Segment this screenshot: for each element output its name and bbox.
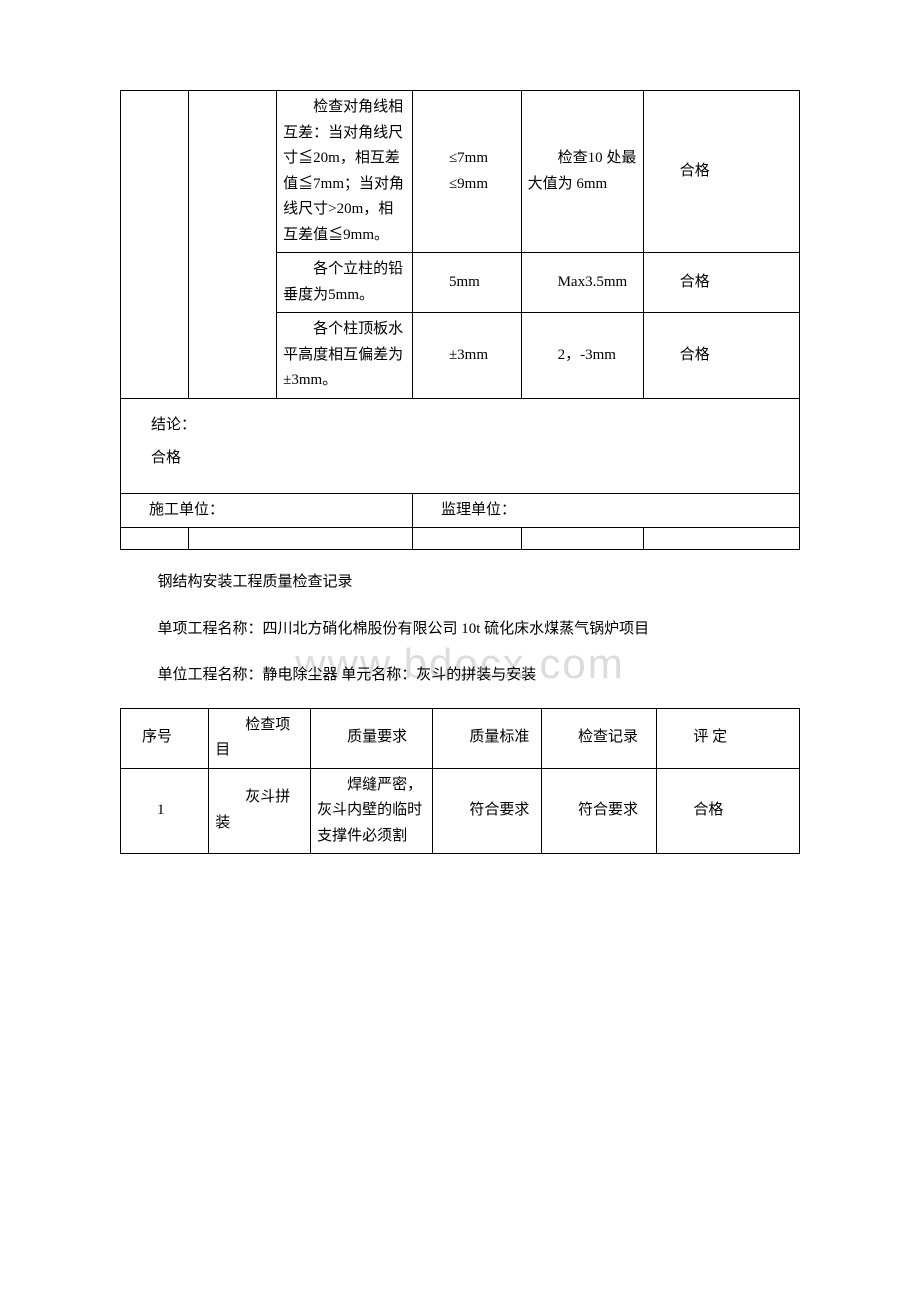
- section-title: 钢结构安装工程质量检查记录: [120, 568, 800, 597]
- table-cell: 合格: [643, 91, 799, 253]
- table-cell: [188, 91, 276, 399]
- table-cell: 5mm: [412, 253, 521, 313]
- footer-cell: [643, 528, 799, 550]
- table-cell: ±3mm: [412, 313, 521, 399]
- project-name-line2: 单位工程名称：静电除尘器 单元名称：灰斗的拼装与安装: [120, 661, 800, 690]
- conclusion-cell: 结论：合格: [121, 398, 800, 493]
- table2-header-cell: 序号: [121, 708, 209, 768]
- table2-header-cell: 质量要求: [311, 708, 433, 768]
- table2-data-cell: 灰斗拼装: [209, 768, 311, 854]
- construction-unit-cell: 施工单位：: [121, 493, 413, 528]
- table2-header-cell: 评 定: [657, 708, 800, 768]
- table2-header-cell: 质量标准: [433, 708, 542, 768]
- table-cell: 检查10 处最大值为 6mm: [521, 91, 643, 253]
- footer-cell: [521, 528, 643, 550]
- table-cell: [121, 91, 189, 399]
- project-name-line1: 单项工程名称：四川北方硝化棉股份有限公司 10t 硫化床水煤蒸气锅炉项目: [120, 615, 800, 644]
- footer-row: [121, 528, 800, 550]
- table2-data-cell: 1: [121, 768, 209, 854]
- table2-data-cell: 符合要求: [541, 768, 656, 854]
- footer-cell: [188, 528, 412, 550]
- inspection-table-1: 检查对角线相互差：当对角线尺寸≦20m，相互差值≦7mm；当对角线尺寸>20m，…: [120, 90, 800, 550]
- footer-cell: [412, 528, 521, 550]
- table2-data-cell: 符合要求: [433, 768, 542, 854]
- table2-data-row: 1 灰斗拼装 焊缝严密，灰斗内壁的临时支撑件必须割 符合要求 符合要求 合格: [121, 768, 800, 854]
- units-row: 施工单位：监理单位：: [121, 493, 800, 528]
- table2-data-cell: 合格: [657, 768, 800, 854]
- page-content: 检查对角线相互差：当对角线尺寸≦20m，相互差值≦7mm；当对角线尺寸>20m，…: [120, 90, 800, 854]
- table-row: 检查对角线相互差：当对角线尺寸≦20m，相互差值≦7mm；当对角线尺寸>20m，…: [121, 91, 800, 253]
- table2-header-cell: 检查记录: [541, 708, 656, 768]
- table-cell: 各个立柱的铅垂度为5mm。: [277, 253, 413, 313]
- table-cell: 检查对角线相互差：当对角线尺寸≦20m，相互差值≦7mm；当对角线尺寸>20m，…: [277, 91, 413, 253]
- table-cell: 合格: [643, 313, 799, 399]
- table2-header-row: 序号 检查项目 质量要求 质量标准 检查记录 评 定: [121, 708, 800, 768]
- table-cell: 各个柱顶板水平高度相互偏差为±3mm。: [277, 313, 413, 399]
- table-cell: ≤7mm ≤9mm: [412, 91, 521, 253]
- table2-data-cell: 焊缝严密，灰斗内壁的临时支撑件必须割: [311, 768, 433, 854]
- footer-cell: [121, 528, 189, 550]
- conclusion-row: 结论：合格: [121, 398, 800, 493]
- table2-header-cell: 检查项目: [209, 708, 311, 768]
- table-cell: 2，-3mm: [521, 313, 643, 399]
- table-cell: Max3.5mm: [521, 253, 643, 313]
- table-cell: 合格: [643, 253, 799, 313]
- inspection-table-2: 序号 检查项目 质量要求 质量标准 检查记录 评 定 1 灰斗拼装 焊缝严密，灰…: [120, 708, 800, 855]
- supervision-unit-cell: 监理单位：: [412, 493, 799, 528]
